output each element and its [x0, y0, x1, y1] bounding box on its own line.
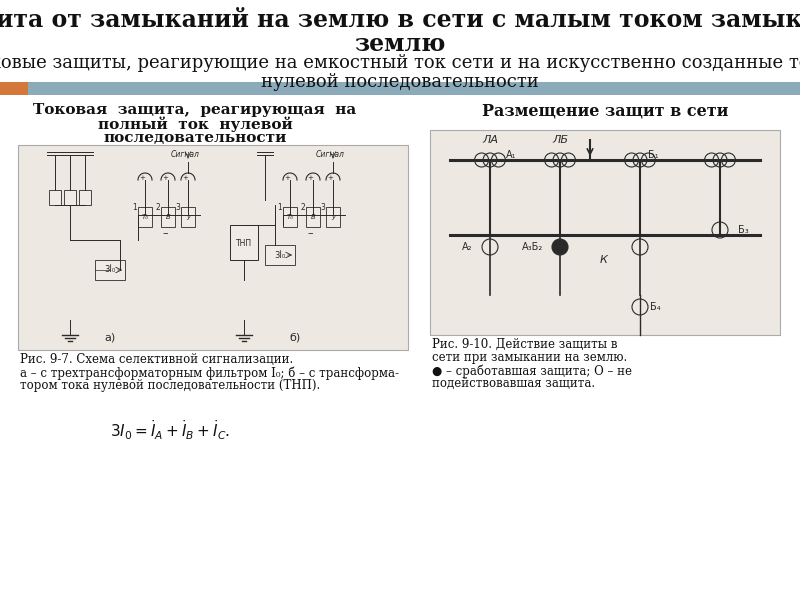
Bar: [64, 190, 76, 205]
Bar: [18, 145, 408, 350]
Bar: [306, 207, 320, 227]
Bar: [283, 207, 297, 227]
Bar: [265, 245, 295, 265]
Text: +: +: [162, 175, 168, 181]
Text: Рис. 9-10. Действие защиты в: Рис. 9-10. Действие защиты в: [432, 338, 618, 351]
Bar: [161, 207, 175, 227]
Text: +: +: [139, 175, 145, 181]
Text: +: +: [284, 175, 290, 181]
Text: А₂: А₂: [462, 242, 472, 252]
Text: б): б): [290, 332, 301, 342]
Text: А₃Б₂: А₃Б₂: [522, 242, 543, 252]
Text: А₁: А₁: [506, 150, 517, 160]
Bar: [181, 207, 195, 227]
Text: Б₄: Б₄: [650, 302, 661, 312]
Text: а): а): [104, 332, 116, 342]
Text: +: +: [307, 175, 313, 181]
Text: 2: 2: [156, 202, 160, 211]
Text: у: у: [331, 214, 335, 220]
Text: сети при замыкании на землю.: сети при замыкании на землю.: [432, 351, 627, 364]
Text: Б₃: Б₃: [738, 225, 749, 235]
Text: 11. Защита от замыканий на землю в сети с малым током замыкания на: 11. Защита от замыканий на землю в сети …: [0, 7, 800, 31]
Text: 3İ₀: 3İ₀: [104, 265, 116, 275]
Text: ЛБ: ЛБ: [552, 135, 568, 145]
Text: 3: 3: [321, 202, 326, 211]
Text: Токовые защиты, реагирующие на емкостный ток сети и на искусственно созданные то: Токовые защиты, реагирующие на емкостный…: [0, 54, 800, 72]
Bar: [230, 225, 258, 260]
Text: у: у: [186, 214, 190, 220]
Bar: [430, 130, 780, 335]
Text: +: +: [327, 175, 333, 181]
Text: 1: 1: [133, 202, 138, 211]
Text: T₀: T₀: [286, 214, 294, 220]
Text: а – с трехтрансформаторным фильтром I₀; б – с трансформа-: а – с трехтрансформаторным фильтром I₀; …: [20, 366, 399, 379]
Text: ● – сработавшая защита; О – не: ● – сработавшая защита; О – не: [432, 364, 632, 377]
Text: Размещение защит в сети: Размещение защит в сети: [482, 103, 728, 120]
Bar: [28, 82, 800, 95]
Text: –: –: [307, 228, 313, 238]
Text: тором тока нулевой последовательности (ТНП).: тором тока нулевой последовательности (Т…: [20, 379, 320, 392]
Text: Токовая  защита,  реагирующая  на: Токовая защита, реагирующая на: [34, 103, 357, 117]
Text: последовательности: последовательности: [103, 131, 286, 145]
Bar: [95, 260, 125, 280]
Text: 2: 2: [301, 202, 306, 211]
Text: 3: 3: [175, 202, 181, 211]
Bar: [0, 82, 28, 95]
Text: Рис. 9-7. Схема селективной сигнализации.: Рис. 9-7. Схема селективной сигнализации…: [20, 353, 294, 366]
Text: нулевой последовательности: нулевой последовательности: [261, 73, 539, 91]
Text: 3İ₀: 3İ₀: [274, 251, 286, 259]
Text: ЛА: ЛА: [482, 135, 498, 145]
Text: К: К: [600, 255, 608, 265]
Text: полный  ток  нулевой: полный ток нулевой: [98, 117, 292, 133]
Circle shape: [552, 239, 568, 255]
Text: T₀: T₀: [142, 214, 149, 220]
Text: ТНП: ТНП: [236, 238, 252, 247]
Text: –: –: [162, 228, 168, 238]
Text: 1: 1: [278, 202, 282, 211]
Text: $3I_0 = \dot{I}_A + \dot{I}_B + \dot{I}_C.$: $3I_0 = \dot{I}_A + \dot{I}_B + \dot{I}_…: [110, 418, 230, 442]
Bar: [326, 207, 340, 227]
Text: +: +: [182, 175, 188, 181]
Bar: [79, 190, 91, 205]
Text: землю: землю: [354, 32, 446, 56]
Text: В: В: [310, 214, 315, 220]
Text: Сигнал: Сигнал: [170, 150, 199, 159]
Bar: [138, 207, 152, 227]
Text: Сигнал: Сигнал: [315, 150, 345, 159]
Text: Б₁: Б₁: [648, 150, 658, 160]
Text: В: В: [166, 214, 170, 220]
Bar: [49, 190, 61, 205]
Text: подействовавшая защита.: подействовавшая защита.: [432, 377, 595, 390]
